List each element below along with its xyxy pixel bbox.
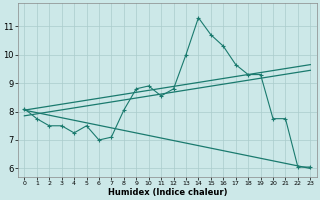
X-axis label: Humidex (Indice chaleur): Humidex (Indice chaleur): [108, 188, 227, 197]
